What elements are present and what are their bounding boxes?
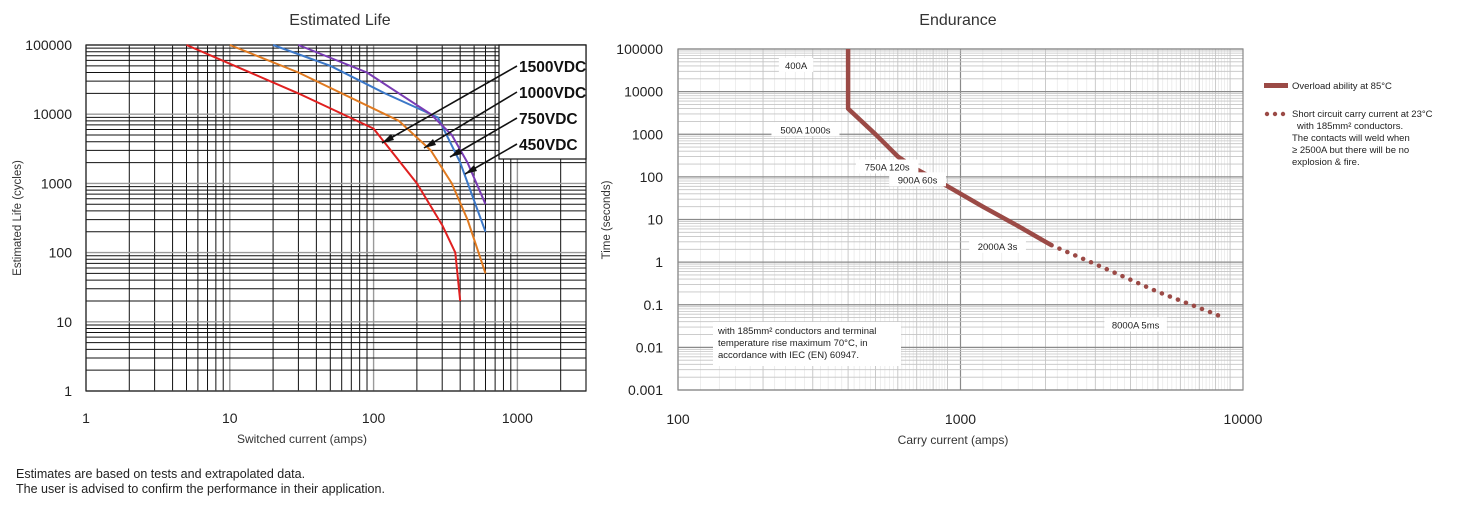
series-line-short-circuit: [1049, 242, 1226, 320]
x-tick-label: 1000: [502, 410, 533, 426]
annotation: 500A 1000s: [771, 122, 840, 137]
annotation-label: 2000A 3s: [978, 242, 1018, 253]
tick-labels: 100 1000 10000 100000 10000 1000 100 10 1 0.1 0.01…: [616, 41, 1262, 427]
annotation: 750A 120s: [856, 159, 919, 174]
annotation-label: 500A 1000s: [780, 125, 830, 136]
y-tick-label: 100000: [616, 41, 663, 57]
annotation-bg: [969, 238, 1026, 253]
footnote: Estimates are based on tests and extrapo…: [16, 467, 385, 497]
y-tick-label: 10: [647, 212, 663, 228]
chart-title: Estimated Life: [289, 12, 390, 29]
y-tick-label: 0.01: [636, 339, 663, 355]
chart-title: Endurance: [919, 12, 996, 29]
legend-label: Overload ability at 85°C: [1292, 81, 1392, 92]
endurance-chart: Endurance 100 1000 10000100000100001000100…: [601, 12, 1433, 447]
y-tick-label: 1: [655, 254, 663, 270]
arrow-head: [382, 134, 394, 143]
annotation-label: 400A: [785, 61, 808, 72]
legend-arrows: [381, 65, 518, 175]
footnote-line: The user is advised to confirm the perfo…: [16, 482, 385, 496]
grid: [85, 44, 587, 392]
estimated-life-chart: Estimated Life 1 10 100 1000 1 10 100 1000 10000…: [12, 12, 587, 446]
series-line-750vdc: [229, 44, 487, 274]
y-tick-label: 1000: [41, 175, 72, 191]
y-axis-label: Estimated Life (cycles): [12, 160, 24, 276]
legend-label: explosion & fire.: [1292, 157, 1360, 168]
annotation-bg: [889, 172, 946, 187]
x-axis-label: Carry current (amps): [898, 433, 1009, 447]
annotation-label: 750A 120s: [865, 162, 910, 173]
y-tick-label: 1000: [632, 126, 663, 142]
y-tick-label: 100: [49, 245, 73, 261]
annotation-bg: [771, 122, 840, 137]
legend-label: 1500VDC: [519, 59, 586, 76]
x-tick-label: 10: [222, 410, 238, 426]
annotation: 900A 60s: [889, 172, 946, 187]
arrow-head: [424, 139, 436, 148]
x-tick-label: 100: [666, 411, 690, 427]
series-line-1000vdc: [272, 44, 487, 233]
y-axis-label: Time (seconds): [601, 180, 613, 259]
legend-label: Short circuit carry current at 23°C: [1292, 109, 1433, 120]
y-tick-label: 10000: [33, 106, 72, 122]
x-tick-label: 100: [362, 410, 386, 426]
legend-label: 750VDC: [519, 111, 578, 128]
annotations: 400A 500A 1000s 750A 120s 900A 60s 2000A 3s 8…: [771, 57, 1167, 332]
footnote-line: Estimates are based on tests and extrapo…: [16, 467, 306, 481]
legend-swatch-dotted: [1264, 111, 1286, 117]
series-lines: [186, 44, 487, 302]
y-tick-label: 1: [64, 383, 72, 399]
note-line: with 185mm² conductors and terminal: [717, 326, 876, 337]
x-axis-label: Switched current (amps): [237, 432, 367, 446]
y-tick-label: 10000: [624, 84, 663, 100]
legend: Overload ability at 85°C Short circuit c…: [1264, 81, 1433, 168]
x-tick-label: 10000: [1224, 411, 1263, 427]
y-tick-label: 100000: [25, 37, 72, 53]
annotation: 400A: [778, 57, 814, 72]
y-tick-label: 0.1: [644, 297, 664, 313]
x-tick-label: 1: [82, 410, 90, 426]
annotation-bg: [1104, 317, 1167, 332]
note-box: with 185mm² conductors and terminal temp…: [713, 322, 901, 366]
x-tick-label: 1000: [945, 411, 976, 427]
legend-label: 1000VDC: [519, 85, 586, 102]
legend-label: with 185mm² conductors.: [1296, 121, 1403, 132]
plot-area: [677, 48, 1244, 391]
annotation-label: 900A 60s: [898, 175, 938, 186]
annotation-bg: [778, 57, 814, 72]
annotation: 2000A 3s: [969, 238, 1026, 253]
legend-box: 1500VDC 1000VDC 750VDC 450VDC: [381, 44, 587, 175]
y-tick-label: 0.001: [628, 382, 663, 398]
plot-area: [85, 44, 587, 392]
arrow-head: [450, 148, 462, 157]
y-tick-label: 100: [640, 169, 664, 185]
grid: [677, 48, 1244, 391]
legend-label: The contacts will weld when: [1292, 133, 1410, 144]
annotation: 8000A 5ms: [1104, 317, 1167, 332]
note-line: accordance with IEC (EN) 60947.: [718, 350, 859, 361]
series-line-450vdc: [186, 44, 462, 302]
arrow-head: [465, 165, 477, 174]
legend-swatch-solid: [1264, 83, 1288, 88]
y-tick-label: 10: [56, 314, 72, 330]
annotation-label: 8000A 5ms: [1112, 321, 1160, 332]
legend-label: 450VDC: [519, 137, 578, 154]
note-line: temperature rise maximum 70°C, in: [718, 338, 868, 349]
annotation-bg: [856, 159, 919, 174]
tick-labels: 1 10 100 1000 1 10 100 1000 10000 100000: [25, 37, 533, 426]
legend-label: ≥ 2500A but there will be no: [1292, 145, 1409, 156]
